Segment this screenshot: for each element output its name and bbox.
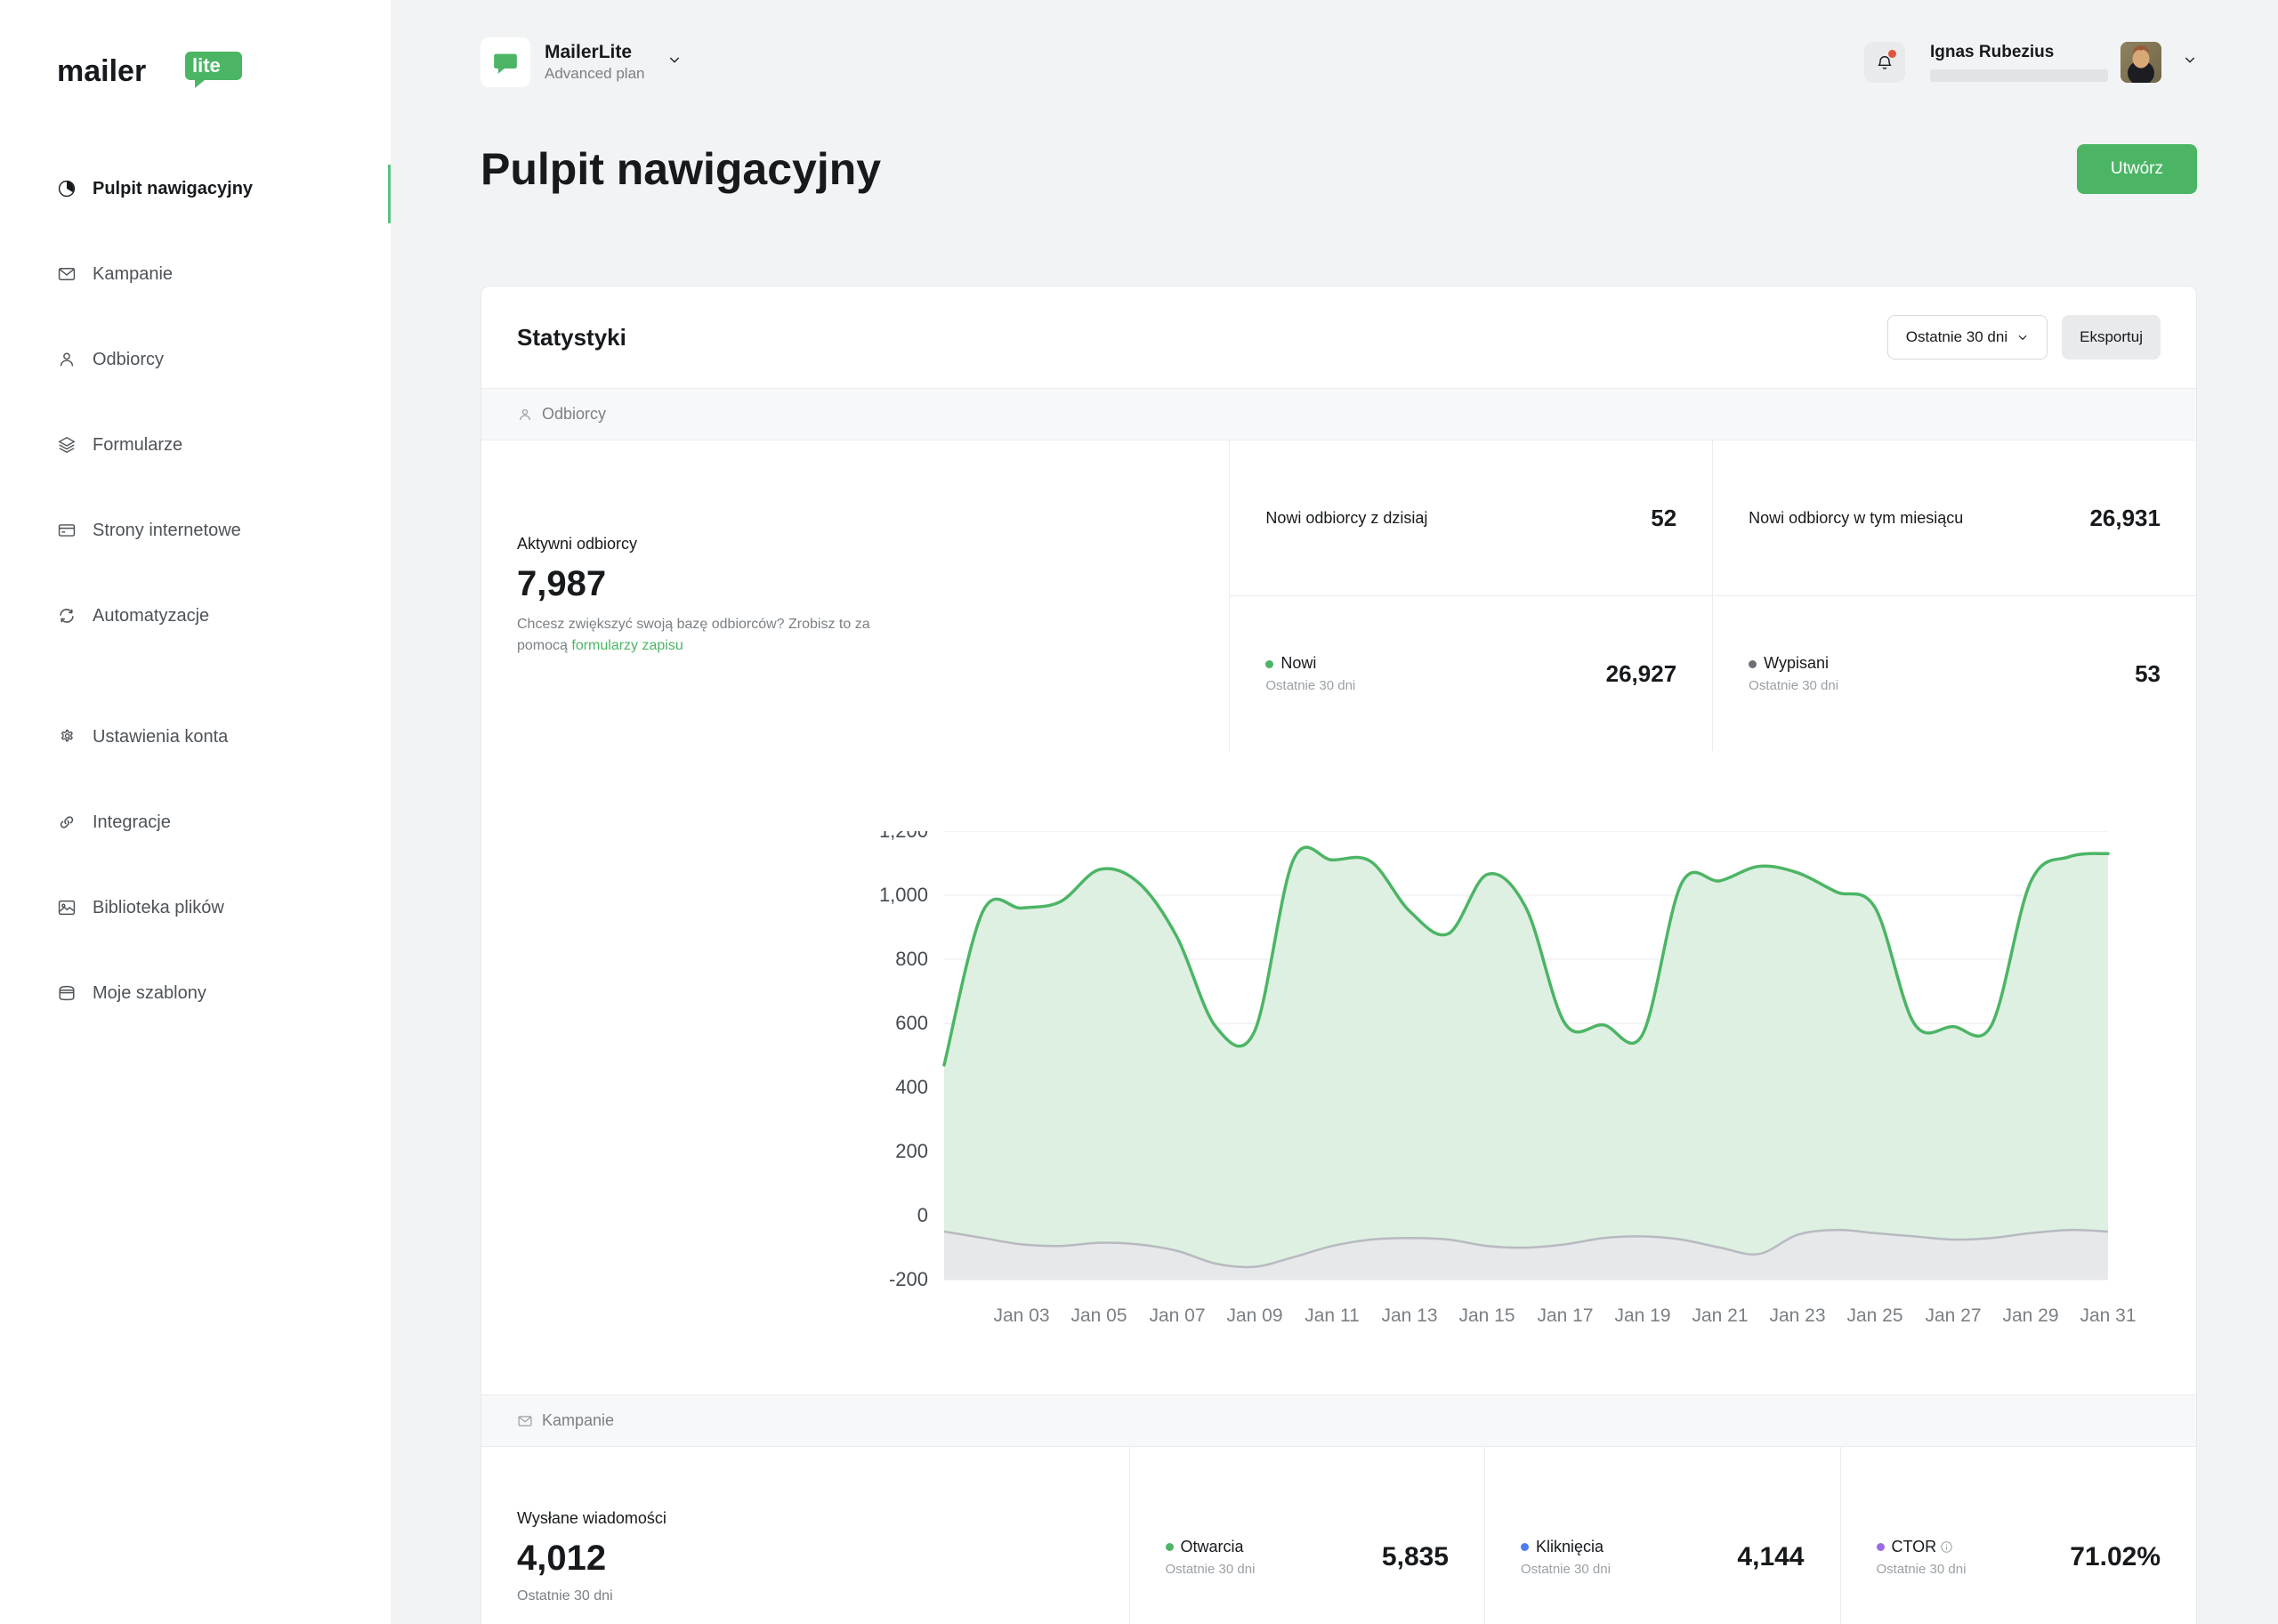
svg-text:Jan 11: Jan 11 [1305, 1305, 1360, 1326]
svg-text:Jan 03: Jan 03 [993, 1305, 1049, 1326]
svg-text:Jan 17: Jan 17 [1537, 1305, 1593, 1326]
svg-text:1,200: 1,200 [879, 831, 928, 842]
svg-text:0: 0 [917, 1204, 928, 1226]
svg-text:Jan 05: Jan 05 [1070, 1305, 1127, 1326]
svg-text:400: 400 [895, 1076, 928, 1098]
svg-text:Jan 27: Jan 27 [1925, 1305, 1981, 1326]
svg-text:Jan 23: Jan 23 [1769, 1305, 1825, 1326]
svg-text:Jan 07: Jan 07 [1149, 1305, 1205, 1326]
svg-text:1,000: 1,000 [879, 884, 928, 906]
svg-text:Jan 29: Jan 29 [2002, 1305, 2058, 1326]
svg-text:Jan 21: Jan 21 [1692, 1305, 1748, 1326]
svg-text:Jan 09: Jan 09 [1226, 1305, 1282, 1326]
svg-text:Jan 31: Jan 31 [2080, 1305, 2136, 1326]
svg-text:600: 600 [895, 1012, 928, 1034]
svg-text:800: 800 [895, 948, 928, 970]
svg-text:-200: -200 [889, 1268, 928, 1290]
svg-text:Jan 13: Jan 13 [1381, 1305, 1437, 1326]
svg-text:200: 200 [895, 1140, 928, 1162]
svg-text:Jan 25: Jan 25 [1846, 1305, 1902, 1326]
svg-text:mailer: mailer [57, 54, 146, 88]
svg-text:Jan 19: Jan 19 [1614, 1305, 1670, 1326]
svg-text:lite: lite [192, 54, 221, 77]
svg-text:Jan 15: Jan 15 [1458, 1305, 1515, 1326]
